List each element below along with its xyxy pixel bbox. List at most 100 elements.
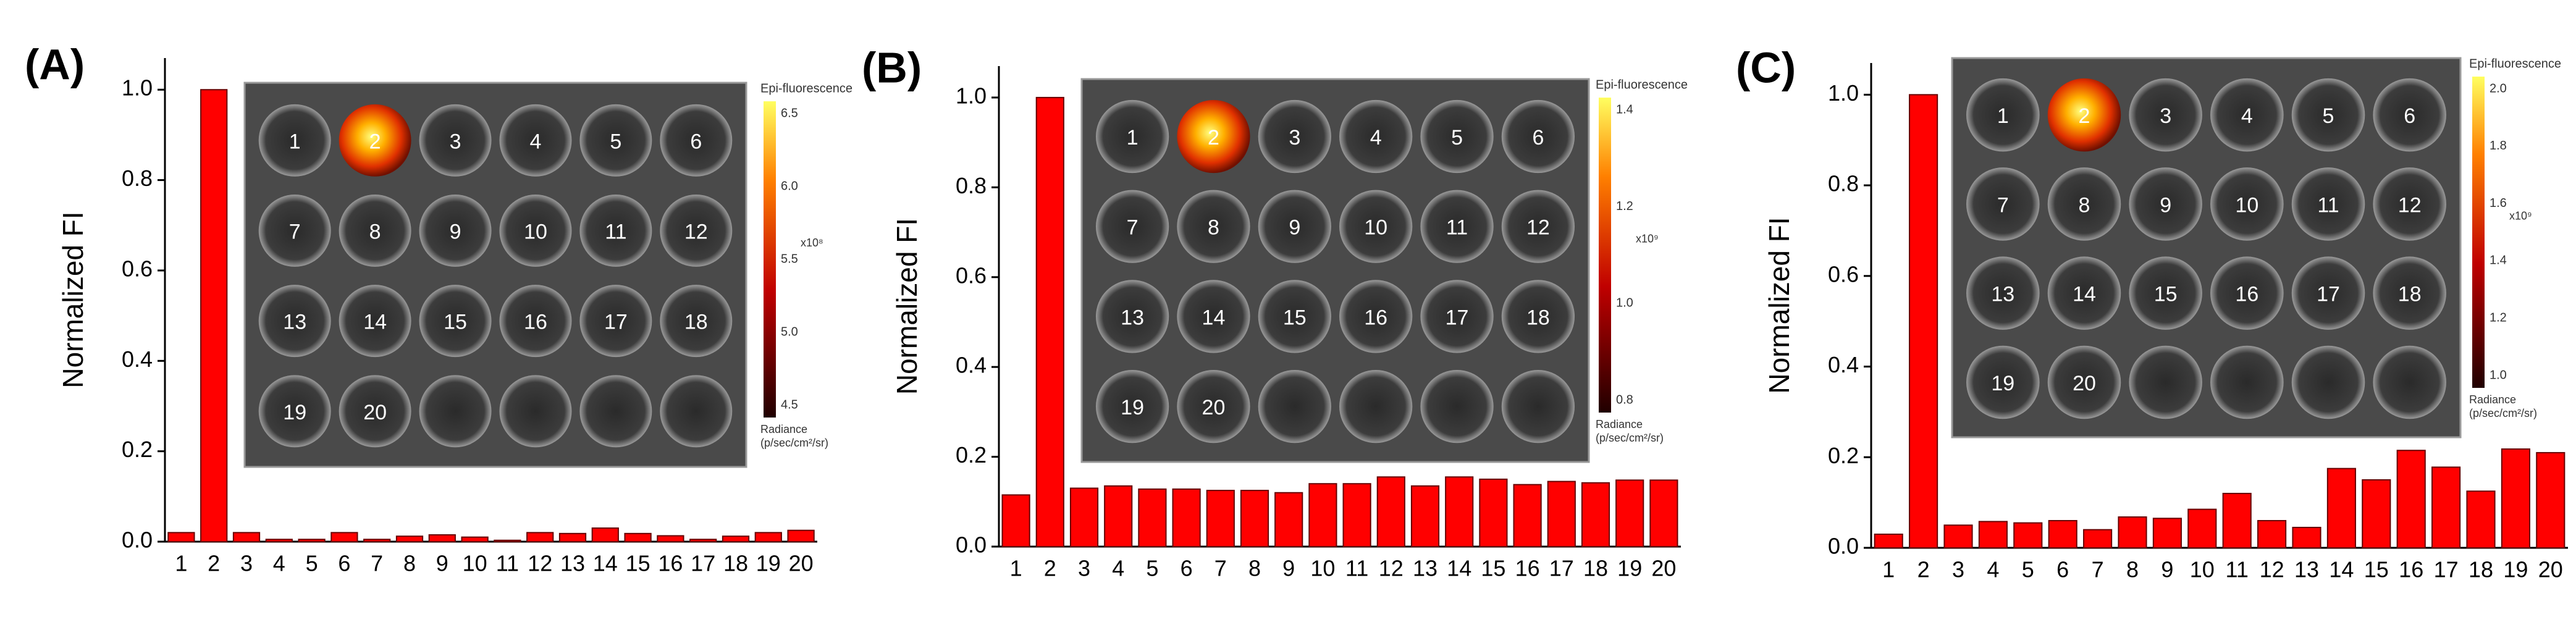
- colorbar-tick-label: 1.2: [2490, 311, 2507, 324]
- bar: [167, 532, 195, 543]
- bar: [1240, 490, 1269, 547]
- well: [419, 104, 492, 177]
- bar: [265, 539, 293, 543]
- well: [2291, 78, 2365, 152]
- y-axis-label: Normalized FI: [891, 218, 923, 395]
- x-tick-label: 19: [2503, 557, 2528, 582]
- x-tick-label: 7: [1214, 556, 1227, 581]
- x-tick-label: 9: [2161, 557, 2173, 582]
- y-axis-label: Normalized FI: [57, 211, 89, 388]
- well: [1966, 78, 2040, 152]
- well: [1258, 369, 1331, 443]
- y-tick-label: 0.2: [956, 442, 987, 468]
- bar: [1172, 488, 1201, 548]
- colorbar-exponent: x10⁸: [801, 237, 823, 249]
- bar: [1206, 490, 1235, 547]
- x-tick-label: 17: [1549, 556, 1574, 581]
- well: [2129, 167, 2202, 241]
- x-tick-label: 4: [273, 551, 285, 576]
- x-tick-label: 4: [1112, 556, 1124, 581]
- y-tick-label: 0.4: [1828, 352, 1859, 377]
- x-tick-label: 16: [2399, 557, 2423, 582]
- colorbar-tick-label: 2.0: [2490, 82, 2507, 95]
- well: [579, 104, 652, 177]
- well-label: 10: [2235, 193, 2258, 217]
- bar: [754, 532, 782, 543]
- bar: [2152, 518, 2182, 549]
- well: [339, 375, 411, 448]
- well-label: 1: [1127, 126, 1139, 149]
- well-label: 17: [2317, 283, 2340, 306]
- bar: [2013, 522, 2043, 549]
- y-tick-label: 1.0: [122, 75, 153, 101]
- well-label: 15: [444, 311, 467, 334]
- well: [1177, 369, 1250, 443]
- well-label: 2: [2079, 104, 2090, 128]
- colorbar-tick-label: 1.0: [2490, 368, 2507, 382]
- well-label: 14: [363, 311, 387, 334]
- colorbar-unit: (p/sec/cm²/sr): [760, 437, 828, 449]
- bar: [2466, 490, 2496, 548]
- x-tick-label: 11: [2226, 557, 2249, 582]
- well: [339, 104, 411, 177]
- bar: [232, 532, 261, 543]
- x-tick-label: 8: [1248, 556, 1261, 581]
- well: [2291, 256, 2365, 330]
- x-tick-label: 1: [1010, 556, 1022, 581]
- well-label: 11: [1446, 216, 1468, 240]
- well-label: 17: [1446, 306, 1469, 329]
- well: [1420, 369, 1494, 443]
- well: [1339, 190, 1413, 263]
- x-tick-label: 15: [2364, 557, 2389, 582]
- y-tick-label: 0.8: [1828, 171, 1859, 196]
- well-label: 20: [363, 401, 387, 424]
- well-label: 2: [369, 130, 381, 153]
- well: [2210, 167, 2284, 241]
- y-tick-label: 0.4: [956, 353, 987, 378]
- x-tick-label: 12: [528, 551, 552, 576]
- colorbar-unit-title: Radiance: [760, 423, 807, 435]
- well: [1420, 280, 1494, 353]
- bar: [2083, 529, 2113, 549]
- bar: [2257, 519, 2287, 549]
- x-tick-label: 2: [208, 551, 220, 576]
- y-axis-label: Normalized FI: [1763, 217, 1795, 393]
- bar: [1445, 476, 1474, 548]
- x-tick-label: 20: [1651, 556, 1676, 581]
- well: [1339, 99, 1413, 174]
- bar: [1943, 524, 1973, 548]
- well: [660, 195, 733, 267]
- well: [419, 285, 492, 358]
- bar: [428, 534, 456, 543]
- x-tick-label: 17: [2434, 557, 2459, 582]
- well: [1177, 190, 1250, 263]
- x-tick-label: 19: [1617, 556, 1642, 581]
- well: [1339, 280, 1413, 353]
- well: [579, 285, 652, 358]
- well-label: 18: [2398, 283, 2422, 306]
- x-tick-label: 18: [1583, 556, 1608, 581]
- well: [1501, 369, 1575, 443]
- bar: [2048, 519, 2077, 549]
- x-tick-label: 7: [2092, 557, 2104, 582]
- well: [2047, 256, 2121, 330]
- bar: [1874, 533, 1903, 549]
- bar: [722, 535, 750, 542]
- colorbar-unit: (p/sec/cm²/sr): [1596, 432, 1664, 444]
- y-tick-label: 0.8: [122, 166, 153, 191]
- bar: [1513, 484, 1542, 547]
- bar: [1342, 483, 1371, 548]
- bar: [2326, 468, 2356, 548]
- well-label: 15: [2154, 283, 2178, 306]
- bar: [1581, 482, 1610, 547]
- colorbar-tick-label: 1.6: [2490, 196, 2507, 210]
- well-label: 6: [690, 130, 702, 153]
- well: [1420, 190, 1494, 263]
- colorbar-title: Epi-fluorescence: [1596, 78, 1688, 91]
- colorbar-title: Epi-fluorescence: [2469, 57, 2561, 70]
- well: [1095, 280, 1169, 353]
- x-tick-label: 3: [1952, 557, 1964, 582]
- bar: [298, 539, 326, 543]
- well: [2373, 256, 2446, 330]
- well: [1177, 99, 1250, 174]
